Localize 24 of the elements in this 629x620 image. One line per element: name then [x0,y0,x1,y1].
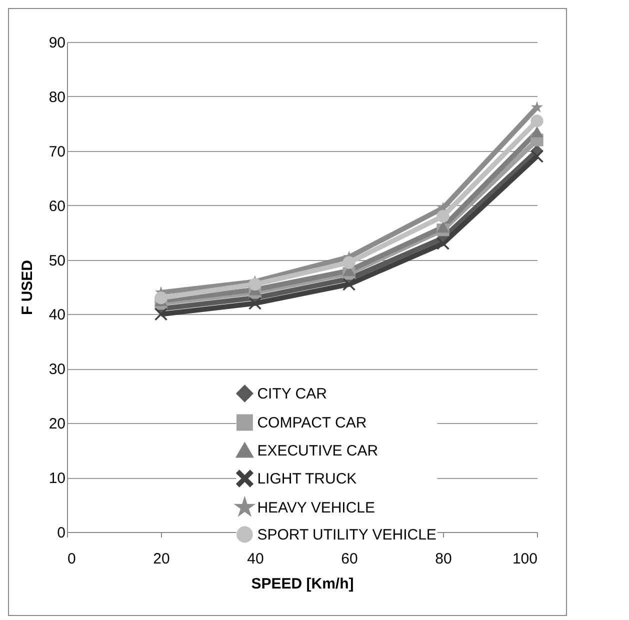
x-tick-label: 100 [512,550,538,568]
y-tick-label: 80 [48,88,66,106]
y-axis-title: F USED [18,260,36,316]
legend-label: HEAVY VEHICLE [257,500,376,516]
y-tick-label: 60 [48,198,66,215]
legend-label: EXECUTIVE CAR [257,442,378,460]
y-tick-label: 50 [48,252,66,270]
x-tick-label: 0 [68,550,76,568]
y-tick-label: 70 [48,143,66,160]
legend-label: CITY CAR [257,386,328,402]
x-tick-label: 60 [341,550,358,568]
y-tick-label: 0 [57,524,66,542]
x-tick-label: 40 [247,550,264,568]
y-tick-label: 10 [48,470,66,488]
y-tick-label: 90 [48,34,66,52]
y-tick-label: 20 [48,416,66,433]
legend-label: SPORT UTILITY VEHICLE [257,526,436,544]
legend-label: LIGHT TRUCK [257,470,357,488]
legend-label: COMPACT CAR [257,414,367,432]
y-tick-label: 40 [48,306,66,324]
x-tick-label: 20 [153,550,170,568]
x-tick-label: 80 [435,550,452,568]
x-axis-title: SPEED [Km/h] [251,576,354,592]
y-tick-label: 30 [48,361,66,378]
